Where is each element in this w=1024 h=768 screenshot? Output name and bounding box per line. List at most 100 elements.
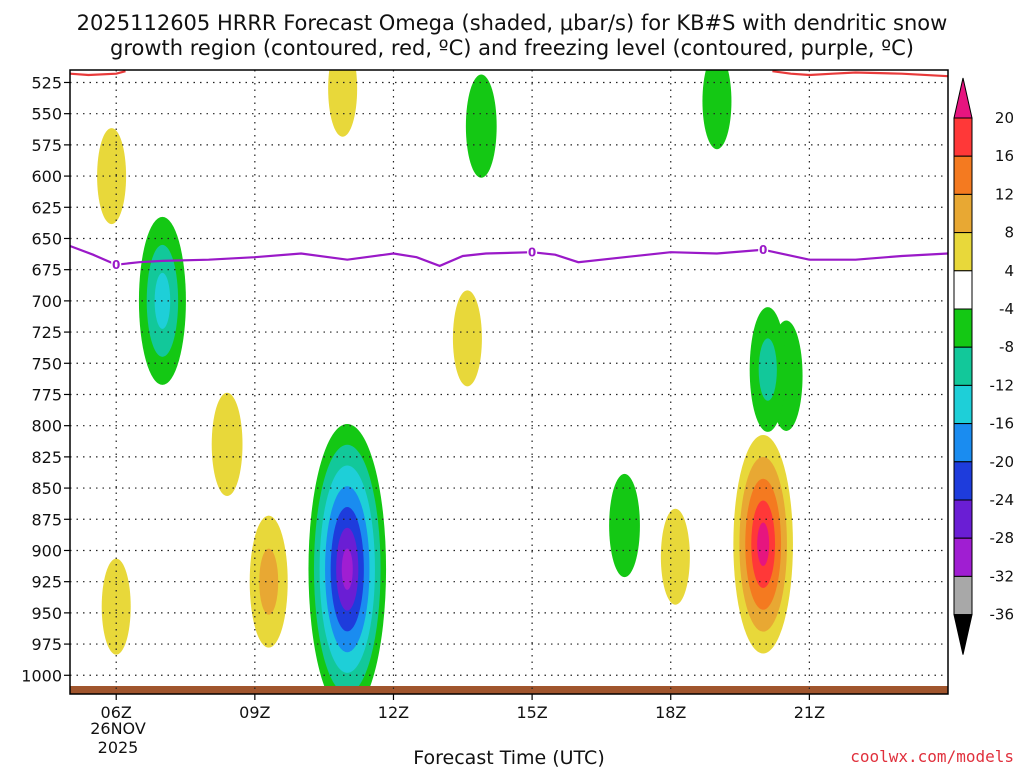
contour-line xyxy=(70,244,948,268)
y-tick-label: 675 xyxy=(31,261,62,280)
omega-feature xyxy=(97,128,127,225)
colorbar: 20 16 12 8 4 -4 -8 -12 -16 -20 -24 -28 -32 -36 xyxy=(953,77,1015,655)
omega-feature xyxy=(733,435,793,654)
y-tick-label: 925 xyxy=(31,573,62,592)
colorbar-swatch xyxy=(953,270,973,310)
omega-feature xyxy=(749,307,786,432)
y-tick-label: 625 xyxy=(31,198,62,217)
omega-feature xyxy=(609,473,640,578)
y-tick-label: 1000 xyxy=(21,666,62,685)
colorbar-label: -32 xyxy=(990,567,1015,585)
omega-feature xyxy=(702,70,732,150)
colorbar-label: 12 xyxy=(995,185,1014,203)
y-tick-label: 825 xyxy=(31,448,62,467)
colorbar-swatch xyxy=(953,232,973,272)
x-axis: 06Z 09Z 12Z 15Z 18Z 21Z xyxy=(101,694,825,722)
contour-label-bg xyxy=(527,245,538,260)
colorbar-swatch xyxy=(953,499,973,539)
freezing-level-label: 0 xyxy=(759,243,767,257)
contour-lines: 0 0 0 xyxy=(70,70,948,272)
colorbar-swatch xyxy=(953,308,973,348)
colorbar-label: 4 xyxy=(1004,262,1014,280)
omega-feature xyxy=(452,290,482,387)
colorbar-label: -16 xyxy=(990,415,1015,433)
y-tick-label: 850 xyxy=(31,479,62,498)
omega-feature xyxy=(328,70,358,137)
omega-band xyxy=(452,290,482,387)
y-tick-label: 900 xyxy=(31,541,62,560)
chart-title-line-2: growth region (contoured, red, ºC) and f… xyxy=(110,36,914,60)
x-tick-label: 21Z xyxy=(794,703,825,722)
contour-label-bg xyxy=(758,242,769,257)
colorbar-swatch xyxy=(953,423,973,463)
omega-band xyxy=(101,558,131,655)
date-label-year: 2025 xyxy=(98,738,139,757)
x-tick-label: 18Z xyxy=(655,703,686,722)
colorbar-label: -28 xyxy=(990,529,1015,547)
colorbar-label: 16 xyxy=(995,147,1014,165)
y-tick-label: 650 xyxy=(31,229,62,248)
y-tick-label: 775 xyxy=(31,385,62,404)
y-tick-label: 575 xyxy=(31,136,62,155)
chart-title-line-1: 2025112605 HRRR Forecast Omega (shaded, … xyxy=(77,11,948,35)
y-tick-label: 975 xyxy=(31,635,62,654)
colorbar-top-arrow xyxy=(953,77,973,119)
colorbar-swatch xyxy=(953,575,973,616)
x-tick-label: 15Z xyxy=(516,703,547,722)
colorbar-swatch xyxy=(953,155,973,195)
colorbar-swatch xyxy=(953,193,973,234)
freezing-level-label: 0 xyxy=(528,246,536,260)
colorbar-label: -8 xyxy=(999,338,1014,356)
omega-band xyxy=(341,548,353,590)
omega-feature xyxy=(101,558,131,655)
colorbar-swatch xyxy=(953,461,973,501)
y-tick-label: 875 xyxy=(31,510,62,529)
colorbar-label: 20 xyxy=(995,109,1014,127)
y-tick-label: 525 xyxy=(31,73,62,92)
colorbar-label: -36 xyxy=(990,606,1015,624)
ground-surface xyxy=(70,686,948,694)
omega-band xyxy=(609,473,640,578)
omega-band xyxy=(97,128,127,225)
colorbar-swatch xyxy=(953,346,973,386)
colorbar-label: -24 xyxy=(990,491,1015,509)
colorbar-label: -20 xyxy=(990,453,1015,471)
omega-feature xyxy=(211,392,243,496)
x-tick-label: 12Z xyxy=(378,703,409,722)
contour-line xyxy=(70,70,126,77)
colorbar-swatch xyxy=(953,384,973,425)
colorbar-label: 8 xyxy=(1004,224,1014,242)
y-tick-label: 725 xyxy=(31,323,62,342)
credit-label: coolwx.com/models xyxy=(850,747,1014,766)
y-tick-label: 800 xyxy=(31,417,62,436)
colorbar-swatch xyxy=(953,537,973,577)
omega-feature xyxy=(465,74,497,178)
omega-band xyxy=(702,70,732,150)
omega-band xyxy=(211,392,243,496)
omega-feature xyxy=(308,424,387,694)
omega-feature xyxy=(660,508,690,605)
omega-band xyxy=(757,522,770,567)
y-tick-label: 750 xyxy=(31,354,62,373)
omega-band xyxy=(328,70,358,137)
omega-band xyxy=(259,548,279,615)
y-tick-label: 550 xyxy=(31,105,62,124)
colorbar-label: -4 xyxy=(999,300,1014,318)
contour-line xyxy=(772,70,948,78)
grid-lines xyxy=(70,70,948,694)
x-tick-label: 09Z xyxy=(239,703,270,722)
y-tick-label: 950 xyxy=(31,604,62,623)
omega-band xyxy=(660,508,690,605)
freezing-level-label: 0 xyxy=(112,258,120,272)
x-tick-label: 06Z xyxy=(101,703,132,722)
omega-band xyxy=(465,74,497,178)
plot-frame xyxy=(69,69,949,695)
contour-label-bg xyxy=(111,257,122,272)
omega-band xyxy=(758,338,777,401)
x-axis-title: Forecast Time (UTC) xyxy=(413,747,604,768)
colorbar-bottom-arrow xyxy=(953,614,973,655)
colorbar-label: -12 xyxy=(990,376,1015,394)
y-tick-label: 700 xyxy=(31,292,62,311)
date-label-day: 26NOV xyxy=(90,719,146,738)
